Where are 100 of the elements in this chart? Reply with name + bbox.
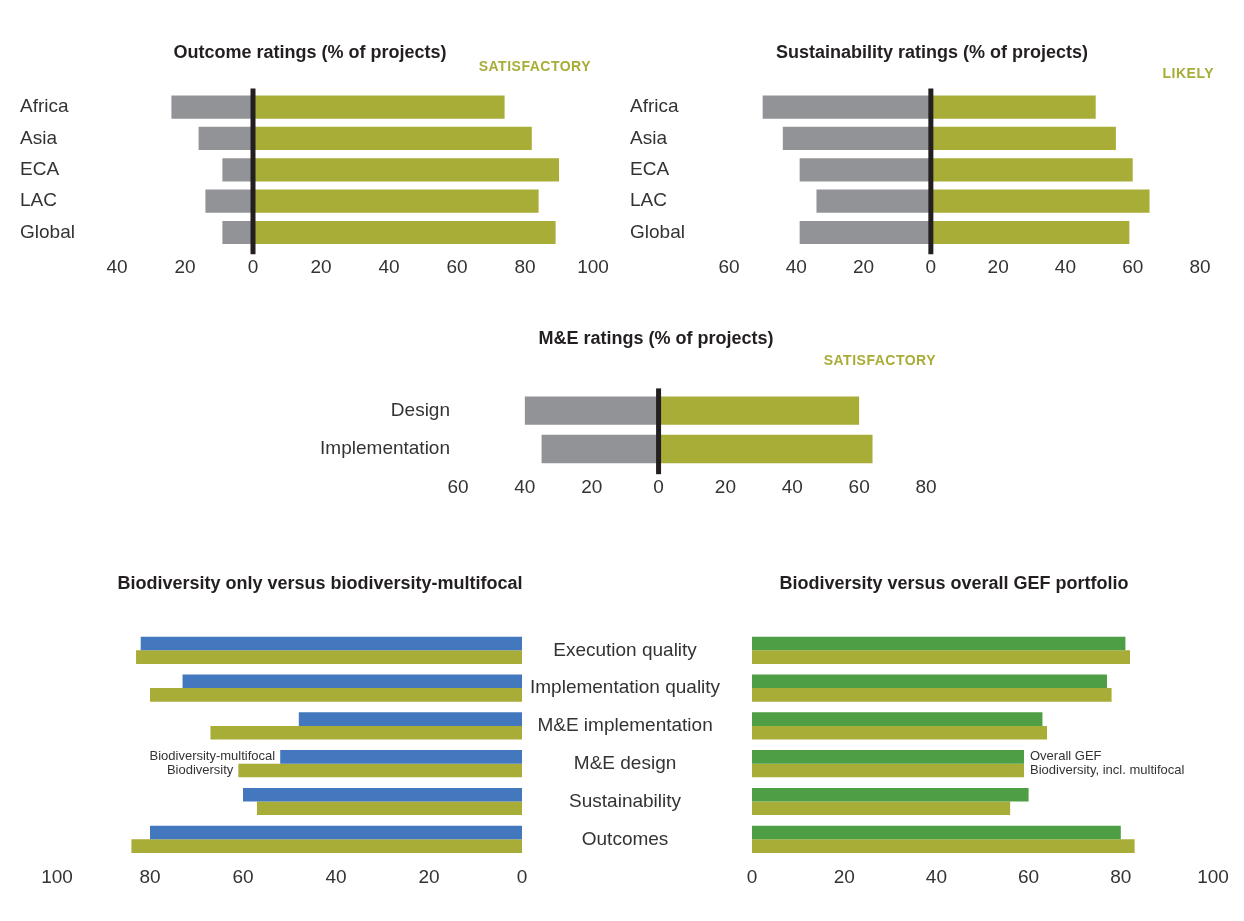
x-tick-label: 60 (1018, 865, 1040, 887)
bar (253, 189, 539, 213)
y-tick-label: Implementation (320, 437, 450, 459)
y-tick-label: Global (630, 220, 685, 242)
chart-title: M&E ratings (% of projects) (538, 328, 774, 349)
x-tick-label: 100 (1197, 865, 1229, 887)
bar (136, 650, 522, 664)
bar (298, 712, 522, 726)
text: SATISFACTORY (823, 352, 936, 368)
bar (243, 787, 522, 802)
x-tick-label: 20 (174, 255, 196, 277)
bar (253, 158, 559, 182)
bar (930, 189, 1150, 213)
y-tick-label: ECA (630, 158, 670, 180)
y-tick-label: Africa (630, 95, 679, 117)
bar (752, 674, 1107, 689)
bar (752, 787, 1029, 802)
x-tick-label: 80 (514, 255, 536, 277)
x-tick-label: 60 (848, 475, 870, 497)
bar (256, 801, 522, 816)
x-tick-label: 20 (310, 255, 332, 277)
bar (752, 750, 1024, 764)
x-tick-label: 80 (1189, 255, 1211, 277)
bar (222, 220, 253, 245)
x-tick-label: 60 (446, 255, 468, 277)
series-label: Biodiversity (166, 762, 234, 778)
x-tick-label: 20 (714, 475, 736, 497)
series-label: Overall GEF (1029, 748, 1102, 764)
chart-title: Sustainability ratings (% of projects) (775, 42, 1089, 63)
x-tick-label: 20 (833, 865, 855, 887)
x-tick-label: 40 (785, 255, 807, 277)
bar (280, 750, 522, 764)
y-tick-label: Asia (630, 126, 668, 148)
bar (541, 434, 659, 464)
bar (752, 801, 1011, 816)
bar (799, 220, 931, 245)
text: LIKELY (1162, 65, 1214, 81)
y-tick-label: Global (20, 220, 75, 242)
x-tick-label: 100 (577, 255, 609, 277)
bar (524, 396, 659, 425)
bar (752, 763, 1024, 778)
y-tick-label: LAC (630, 189, 667, 211)
x-tick-label: 20 (581, 475, 603, 497)
y-tick-label: LAC (20, 189, 57, 211)
x-tick-label: 80 (1110, 865, 1132, 887)
x-tick-label: 40 (1054, 255, 1076, 277)
x-tick-label: 0 (653, 475, 664, 497)
x-tick-label: 60 (1122, 255, 1144, 277)
bar (752, 712, 1043, 726)
chart-title: Biodiversity only versus biodiversity-multifocal (117, 573, 523, 594)
x-tick-label: 0 (516, 865, 528, 887)
x-tick-label: 40 (106, 255, 128, 277)
bar (752, 725, 1048, 740)
x-tick-label: 40 (378, 255, 400, 277)
bar (799, 158, 931, 182)
x-tick-label: 40 (514, 475, 536, 497)
x-tick-label: 40 (325, 865, 347, 887)
y-tick-label: M&E design (573, 751, 677, 773)
bar (762, 95, 931, 119)
x-tick-label: 100 (41, 865, 73, 887)
bar (253, 95, 505, 119)
x-tick-label: 20 (853, 255, 875, 277)
x-tick-label: 0 (925, 255, 937, 277)
y-tick-label: Outcomes (581, 827, 669, 849)
bar (171, 95, 253, 119)
bar (658, 434, 873, 464)
x-tick-label: 80 (915, 475, 937, 497)
chart-title: Outcome ratings (% of projects) (173, 42, 447, 63)
y-tick-label: Execution quality (553, 638, 698, 660)
bar (140, 636, 522, 651)
bar (930, 126, 1116, 151)
bar (198, 126, 253, 151)
x-tick-label: 60 (718, 255, 740, 277)
y-tick-label: Africa (20, 95, 69, 117)
x-tick-label: 20 (418, 865, 440, 887)
x-tick-label: 60 (447, 475, 469, 497)
bar (752, 825, 1121, 840)
x-tick-label: 40 (925, 865, 947, 887)
chart-title: Biodiversity versus overall GEF portfolio (779, 573, 1129, 594)
series-label: SATISFACTORY (478, 58, 591, 74)
bar (150, 825, 522, 840)
bar (253, 220, 556, 245)
x-tick-label: 80 (139, 865, 161, 887)
bar (782, 126, 931, 151)
x-tick-label: 0 (746, 865, 758, 887)
bar (131, 839, 522, 853)
y-tick-label: Implementation quality (530, 676, 721, 698)
bar (752, 650, 1131, 664)
y-tick-label: Asia (20, 126, 58, 148)
bar (752, 839, 1135, 853)
bar (752, 688, 1112, 702)
x-tick-label: 0 (247, 255, 259, 277)
y-tick-label: Sustainability (569, 789, 682, 811)
bar (930, 95, 1096, 119)
y-tick-label: Design (390, 398, 450, 420)
bar (182, 674, 522, 689)
y-tick-label: M&E implementation (537, 714, 713, 736)
x-tick-label: 40 (781, 475, 803, 497)
x-tick-label: 60 (232, 865, 254, 887)
bar (658, 396, 860, 425)
